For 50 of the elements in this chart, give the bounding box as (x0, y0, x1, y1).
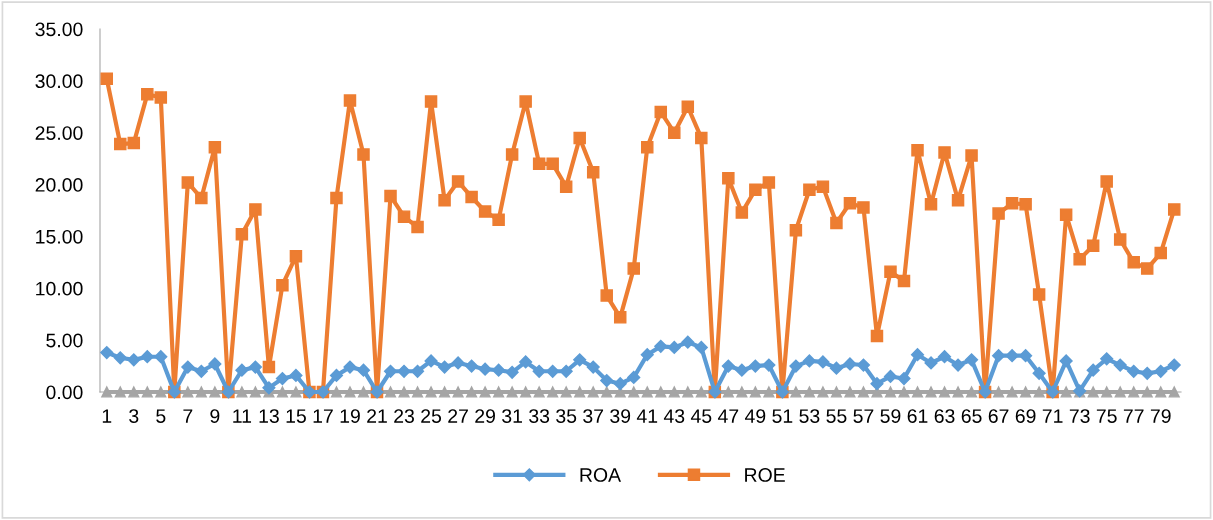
x-tick-label: 51 (772, 409, 793, 423)
legend-label: ROE (745, 468, 785, 482)
x-tick-label: 49 (744, 409, 766, 423)
x-tick-label: 77 (1123, 409, 1144, 423)
x-tick-label: 59 (880, 409, 901, 423)
x-tick-label: 69 (1015, 409, 1036, 423)
x-tick-label: 57 (853, 409, 874, 423)
x-tick-label: 3 (129, 409, 139, 423)
x-tick-label: 67 (988, 409, 1009, 423)
x-tick-label: 73 (1069, 409, 1090, 423)
y-tick-label: 30.00 (35, 74, 83, 89)
x-tick-label: 31 (502, 409, 522, 423)
x-tick-label: 29 (475, 409, 495, 423)
x-tick-label: 9 (210, 409, 220, 423)
x-tick-label: 11 (233, 409, 252, 423)
x-tick-label: 7 (183, 409, 193, 423)
y-tick-label: 0.00 (46, 385, 83, 400)
x-tick-label: 27 (448, 409, 468, 423)
x-tick-label: 23 (394, 409, 414, 423)
x-tick-label: 55 (826, 409, 847, 423)
x-tick-label: 39 (610, 409, 631, 423)
x-tick-label: 5 (156, 409, 166, 423)
x-tick-label: 71 (1042, 409, 1063, 423)
x-tick-label: 33 (529, 409, 550, 423)
y-tick-label: 5.00 (46, 333, 83, 348)
legend-label: ROA (580, 468, 622, 482)
y-tick-label: 25.00 (35, 126, 83, 140)
x-tick-label: 65 (961, 409, 982, 423)
x-tick-label: 35 (556, 409, 577, 423)
x-tick-label: 25 (421, 409, 442, 423)
x-tick-label: 45 (690, 409, 712, 423)
x-tick-label: 79 (1150, 409, 1171, 423)
x-tick-label: 43 (663, 409, 685, 423)
x-tick-label: 37 (583, 409, 604, 423)
y-tick-label: 15.00 (36, 229, 83, 244)
x-tick-label: 75 (1096, 409, 1117, 423)
x-tick-label: 1 (102, 409, 112, 423)
x-tick-label: 17 (313, 409, 333, 423)
y-tick-label: 10.00 (36, 281, 83, 296)
x-tick-label: 15 (286, 409, 306, 423)
x-tick-label: 63 (934, 409, 955, 423)
x-tick-label: 21 (367, 409, 387, 423)
x-tick-label: 41 (636, 409, 658, 423)
x-tick-label: 19 (340, 409, 360, 423)
x-tick-label: 13 (259, 409, 279, 423)
y-tick-label: 20.00 (35, 178, 83, 192)
x-tick-label: 47 (717, 409, 739, 423)
x-tick-label: 61 (907, 409, 928, 423)
y-tick-label: 35.00 (35, 22, 83, 37)
x-tick-label: 53 (799, 409, 820, 423)
